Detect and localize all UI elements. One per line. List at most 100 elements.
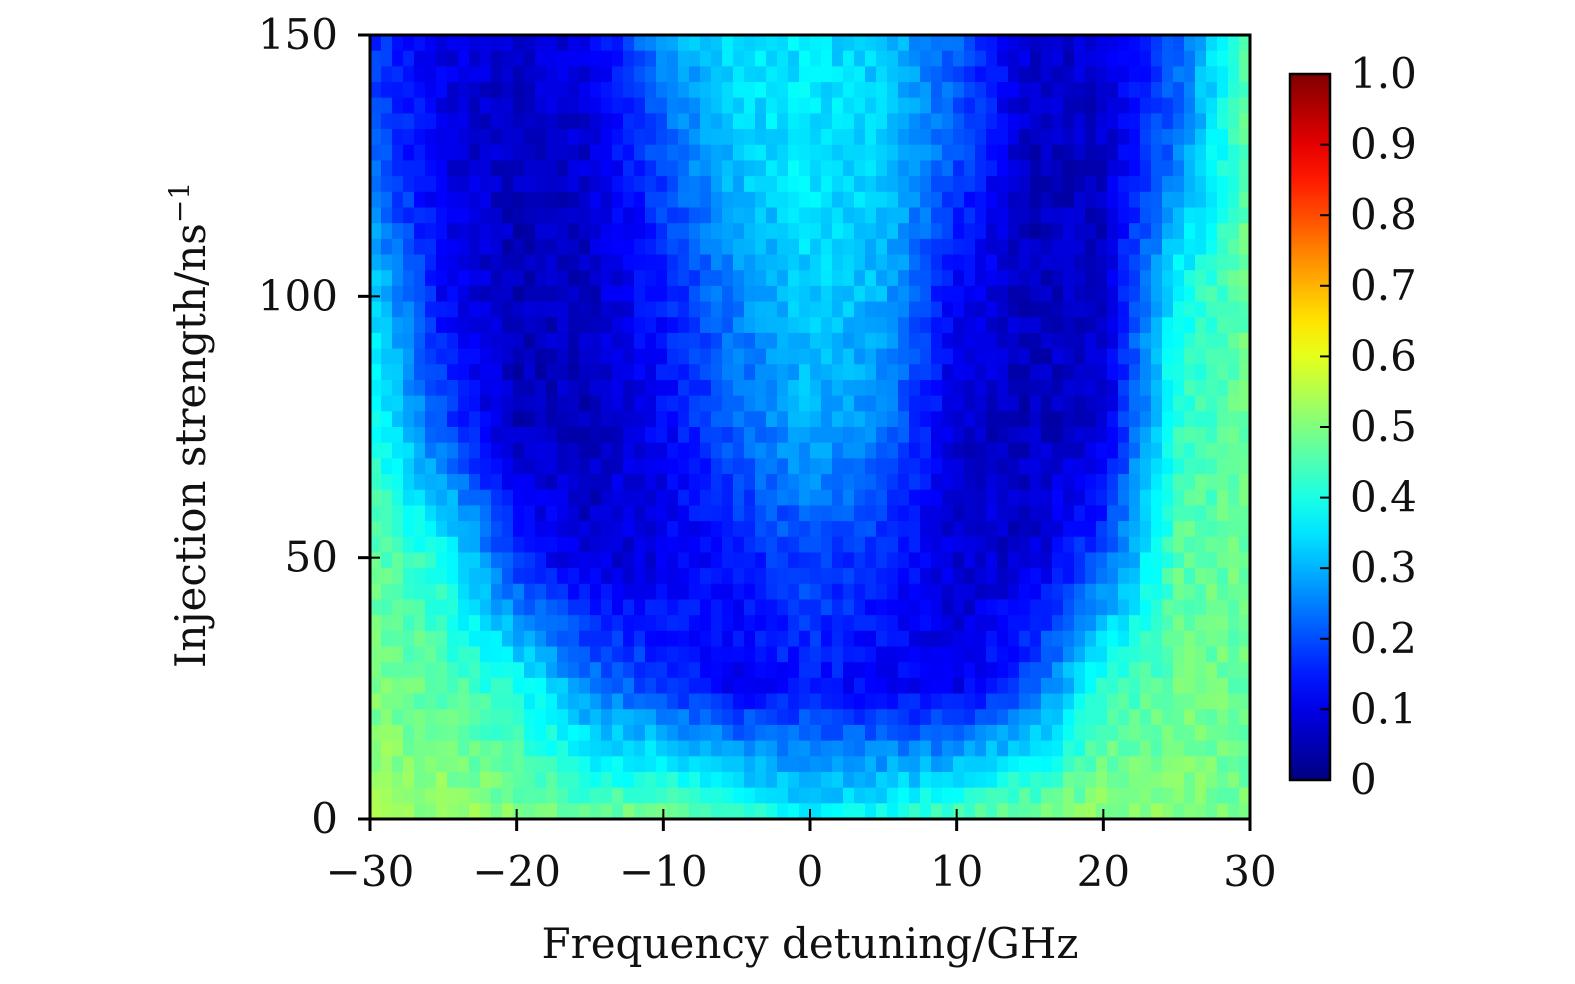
heatmap-cell bbox=[535, 615, 547, 632]
heatmap-cell bbox=[557, 113, 569, 130]
heatmap-cell bbox=[1107, 803, 1119, 819]
heatmap-cell bbox=[392, 458, 404, 475]
heatmap-cell bbox=[557, 693, 569, 710]
heatmap-cell bbox=[1074, 191, 1086, 209]
heatmap-cell bbox=[392, 709, 404, 726]
heatmap-cell bbox=[887, 144, 899, 162]
heatmap-cell bbox=[1195, 82, 1207, 99]
heatmap-cell bbox=[898, 82, 910, 99]
heatmap-cell bbox=[568, 285, 580, 303]
heatmap-cell bbox=[788, 583, 800, 601]
heatmap-cell bbox=[370, 709, 382, 726]
heatmap-cell bbox=[469, 787, 481, 804]
heatmap-cell bbox=[1140, 442, 1152, 459]
heatmap-cell bbox=[546, 442, 558, 459]
heatmap-cell bbox=[832, 568, 844, 585]
heatmap-cell bbox=[1074, 160, 1086, 177]
heatmap-cell bbox=[1151, 599, 1163, 616]
heatmap-cell bbox=[711, 552, 723, 569]
heatmap-cell bbox=[997, 662, 1009, 679]
heatmap-cell bbox=[1019, 301, 1031, 318]
heatmap-cell bbox=[942, 693, 954, 710]
heatmap-cell bbox=[656, 677, 668, 695]
heatmap-cell bbox=[502, 709, 514, 726]
heatmap-cell bbox=[832, 803, 844, 819]
heatmap-cell bbox=[711, 568, 723, 585]
heatmap-cell bbox=[843, 144, 855, 162]
heatmap-cell bbox=[480, 646, 492, 663]
heatmap-cell bbox=[942, 411, 954, 428]
heatmap-cell bbox=[414, 191, 426, 209]
heatmap-cell bbox=[502, 662, 514, 679]
heatmap-cell bbox=[469, 662, 481, 679]
heatmap-cell bbox=[1217, 599, 1229, 616]
heatmap-cell bbox=[1173, 285, 1185, 303]
heatmap-cell bbox=[1140, 724, 1152, 742]
heatmap-cell bbox=[1206, 724, 1218, 742]
heatmap-cell bbox=[909, 599, 921, 616]
heatmap-cell bbox=[1118, 270, 1130, 287]
heatmap-cell bbox=[1074, 223, 1086, 240]
heatmap-cell bbox=[700, 803, 712, 819]
heatmap-cell bbox=[480, 756, 492, 773]
heatmap-cell bbox=[634, 160, 646, 177]
heatmap-cell bbox=[997, 771, 1009, 789]
heatmap-cell bbox=[458, 50, 470, 67]
heatmap-cell bbox=[1239, 646, 1250, 663]
heatmap-cell bbox=[876, 395, 888, 412]
heatmap-cell bbox=[1041, 317, 1053, 334]
heatmap-cell bbox=[1151, 395, 1163, 412]
heatmap-cell bbox=[744, 630, 756, 648]
heatmap-cell bbox=[656, 301, 668, 318]
heatmap-cell bbox=[1195, 364, 1207, 381]
heatmap-cell bbox=[986, 568, 998, 585]
heatmap-cell bbox=[447, 301, 459, 318]
heatmap-cell bbox=[1096, 97, 1108, 114]
heatmap-cell bbox=[381, 317, 393, 334]
heatmap-cell bbox=[1041, 254, 1053, 271]
heatmap-cell bbox=[766, 677, 778, 695]
heatmap-cell bbox=[1096, 254, 1108, 271]
heatmap-cell bbox=[491, 521, 503, 538]
heatmap-cell bbox=[733, 646, 745, 663]
heatmap-cell bbox=[887, 709, 899, 726]
heatmap-cell bbox=[469, 756, 481, 773]
heatmap-cell bbox=[645, 568, 657, 585]
heatmap-cell bbox=[953, 379, 965, 397]
heatmap-cell bbox=[612, 630, 624, 648]
heatmap-cell bbox=[1228, 270, 1240, 287]
heatmap-cell bbox=[1063, 599, 1075, 616]
heatmap-cell bbox=[1063, 489, 1075, 506]
heatmap-cell bbox=[645, 82, 657, 99]
heatmap-cell bbox=[1063, 97, 1075, 114]
heatmap-cell bbox=[876, 646, 888, 663]
heatmap-cell bbox=[843, 35, 855, 52]
heatmap-cell bbox=[1151, 677, 1163, 695]
heatmap-cell bbox=[1074, 630, 1086, 648]
heatmap-cell bbox=[733, 489, 745, 506]
heatmap-cell bbox=[513, 317, 525, 334]
heatmap-cell bbox=[1239, 176, 1250, 193]
heatmap-cell bbox=[1096, 223, 1108, 240]
heatmap-cell bbox=[579, 803, 591, 819]
heatmap-cell bbox=[1008, 144, 1020, 162]
heatmap-cell bbox=[964, 803, 976, 819]
heatmap-cell bbox=[1129, 756, 1141, 773]
heatmap-cell bbox=[678, 787, 690, 804]
heatmap-cell bbox=[1195, 317, 1207, 334]
heatmap-cell bbox=[579, 583, 591, 601]
heatmap-cell bbox=[920, 97, 932, 114]
heatmap-cell bbox=[898, 317, 910, 334]
heatmap-cell bbox=[964, 395, 976, 412]
heatmap-cell bbox=[799, 395, 811, 412]
heatmap-cell bbox=[898, 411, 910, 428]
heatmap-cell bbox=[1228, 332, 1240, 350]
heatmap-cell bbox=[1239, 129, 1250, 146]
heatmap-cell bbox=[1239, 35, 1250, 52]
heatmap-cell bbox=[964, 270, 976, 287]
heatmap-cell bbox=[711, 630, 723, 648]
heatmap-cell bbox=[656, 709, 668, 726]
heatmap-cell bbox=[1228, 66, 1240, 83]
heatmap-cell bbox=[1096, 270, 1108, 287]
heatmap-cell bbox=[766, 176, 778, 193]
